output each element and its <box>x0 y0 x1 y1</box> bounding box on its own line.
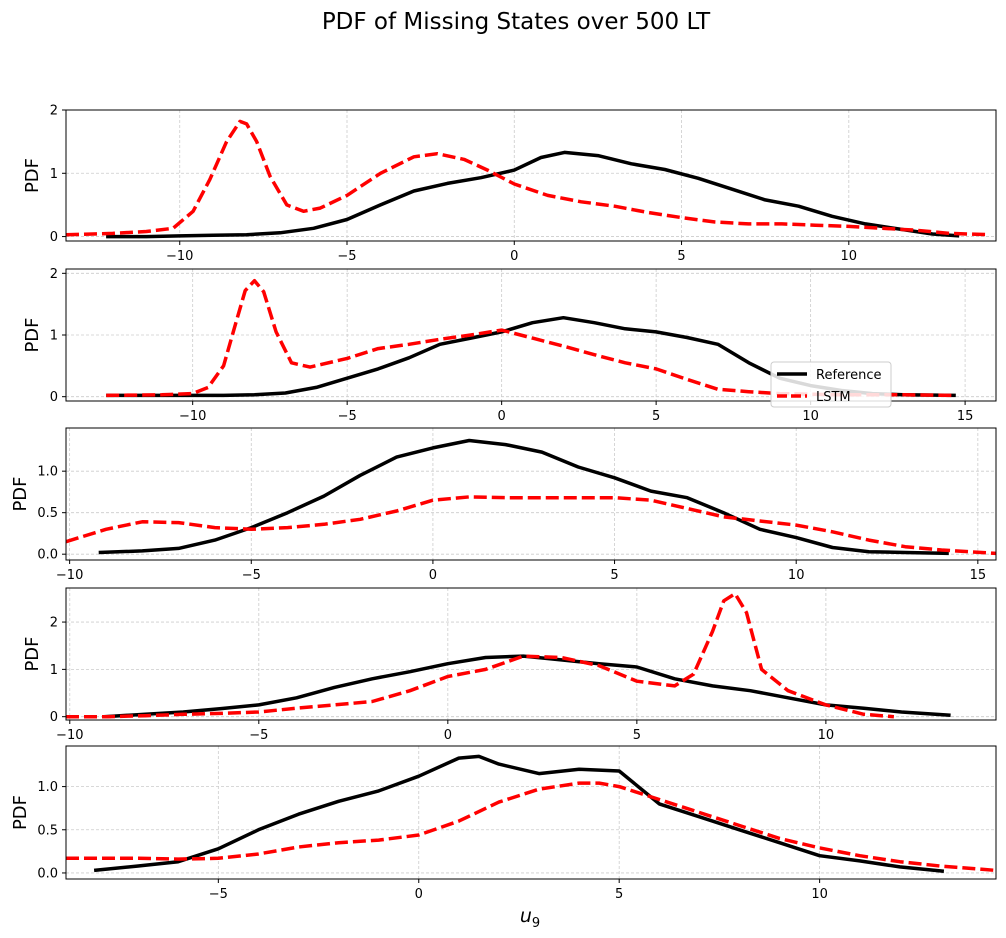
x-tick-label: 0 <box>415 887 423 902</box>
series-line-reference <box>93 754 945 873</box>
series-group <box>66 438 996 556</box>
series-group <box>66 754 996 873</box>
series-line-reference <box>103 654 951 719</box>
y-axis-label: PDF <box>22 636 43 671</box>
x-tick-label: 10 <box>802 409 819 424</box>
series-line-reference <box>98 438 949 556</box>
legend-label-reference: Reference <box>816 368 881 383</box>
x-tick-label: 10 <box>811 887 828 902</box>
x-tick-label: 10 <box>818 728 835 743</box>
series-line-lstm <box>66 495 996 556</box>
y-axis-label: PDF <box>10 795 31 830</box>
x-axis-label: u9 <box>520 905 540 931</box>
series-group <box>66 119 990 239</box>
x-axis-label-subscript: 9 <box>532 916 540 931</box>
y-axis-label: PDF <box>22 158 43 193</box>
x-tick-label: 5 <box>652 409 660 424</box>
y-tick-label: 0.0 <box>37 548 58 563</box>
y-tick-label: 0 <box>50 710 58 725</box>
y-tick-label: 2 <box>50 267 58 282</box>
x-tick-label: 0 <box>429 568 437 583</box>
axes-frame <box>65 109 997 242</box>
x-tick-label: 5 <box>677 249 685 264</box>
panel-2: −10 −5 0 5 10 15 0 1 2 PDF <box>22 267 997 424</box>
panel-5: −5 0 5 10 0.0 0.5 1.0 PDF <box>10 745 997 902</box>
series-line-lstm <box>106 278 956 398</box>
x-tick-label: −5 <box>209 887 228 902</box>
y-tick-label: 2 <box>50 104 58 119</box>
x-tick-label: 0 <box>444 728 452 743</box>
y-tick-label: 0 <box>50 230 58 245</box>
legend-label-lstm: LSTM <box>816 390 851 405</box>
series-group <box>66 591 951 719</box>
x-tick-label: −10 <box>56 728 83 743</box>
x-tick-label: 5 <box>633 728 641 743</box>
axes-frame <box>65 427 997 561</box>
y-tick-label: 0.0 <box>37 866 58 881</box>
x-tick-label: −5 <box>338 409 357 424</box>
y-tick-label: 1.0 <box>37 465 58 480</box>
figure-title: PDF of Missing States over 500 LT <box>322 9 711 35</box>
x-axis-label-base: u <box>520 905 532 927</box>
x-tick-label: 5 <box>615 887 623 902</box>
y-tick-label: 0.5 <box>37 506 58 521</box>
x-tick-label: 0 <box>498 409 506 424</box>
y-axis-label: PDF <box>22 317 43 352</box>
x-tick-label: 15 <box>957 409 974 424</box>
axes-frame <box>65 745 997 880</box>
x-tick-label: −5 <box>337 249 356 264</box>
series-line-lstm <box>66 781 996 873</box>
x-tick-label: 10 <box>788 568 805 583</box>
y-tick-label: 2 <box>50 616 58 631</box>
x-tick-label: −10 <box>56 568 83 583</box>
panel-4: −10 −5 0 5 10 0 1 2 PDF <box>22 587 997 743</box>
panel-3: −10 −5 0 5 10 15 0.0 0.5 1.0 PDF <box>10 427 997 583</box>
x-tick-label: 15 <box>970 568 987 583</box>
y-tick-label: 1 <box>50 329 58 344</box>
series-line-reference <box>106 150 960 239</box>
y-tick-label: 1 <box>50 663 58 678</box>
x-tick-label: 5 <box>610 568 618 583</box>
y-tick-label: 0.5 <box>37 823 58 838</box>
y-tick-label: 0 <box>50 390 58 405</box>
x-tick-label: −10 <box>179 409 206 424</box>
x-tick-label: 10 <box>841 249 858 264</box>
y-tick-label: 1.0 <box>37 780 58 795</box>
x-tick-label: −5 <box>242 568 261 583</box>
legend: Reference LSTM <box>770 361 892 408</box>
x-tick-label: −5 <box>249 728 268 743</box>
axes-frame <box>65 587 997 721</box>
series-line-lstm <box>66 119 990 237</box>
x-tick-label: 0 <box>510 249 518 264</box>
panel-1: −10 −5 0 5 10 0 1 2 PDF <box>22 104 997 264</box>
y-tick-label: 1 <box>50 167 58 182</box>
series-line-lstm <box>66 591 895 719</box>
y-axis-label: PDF <box>10 476 31 511</box>
x-tick-label: −10 <box>166 249 193 264</box>
